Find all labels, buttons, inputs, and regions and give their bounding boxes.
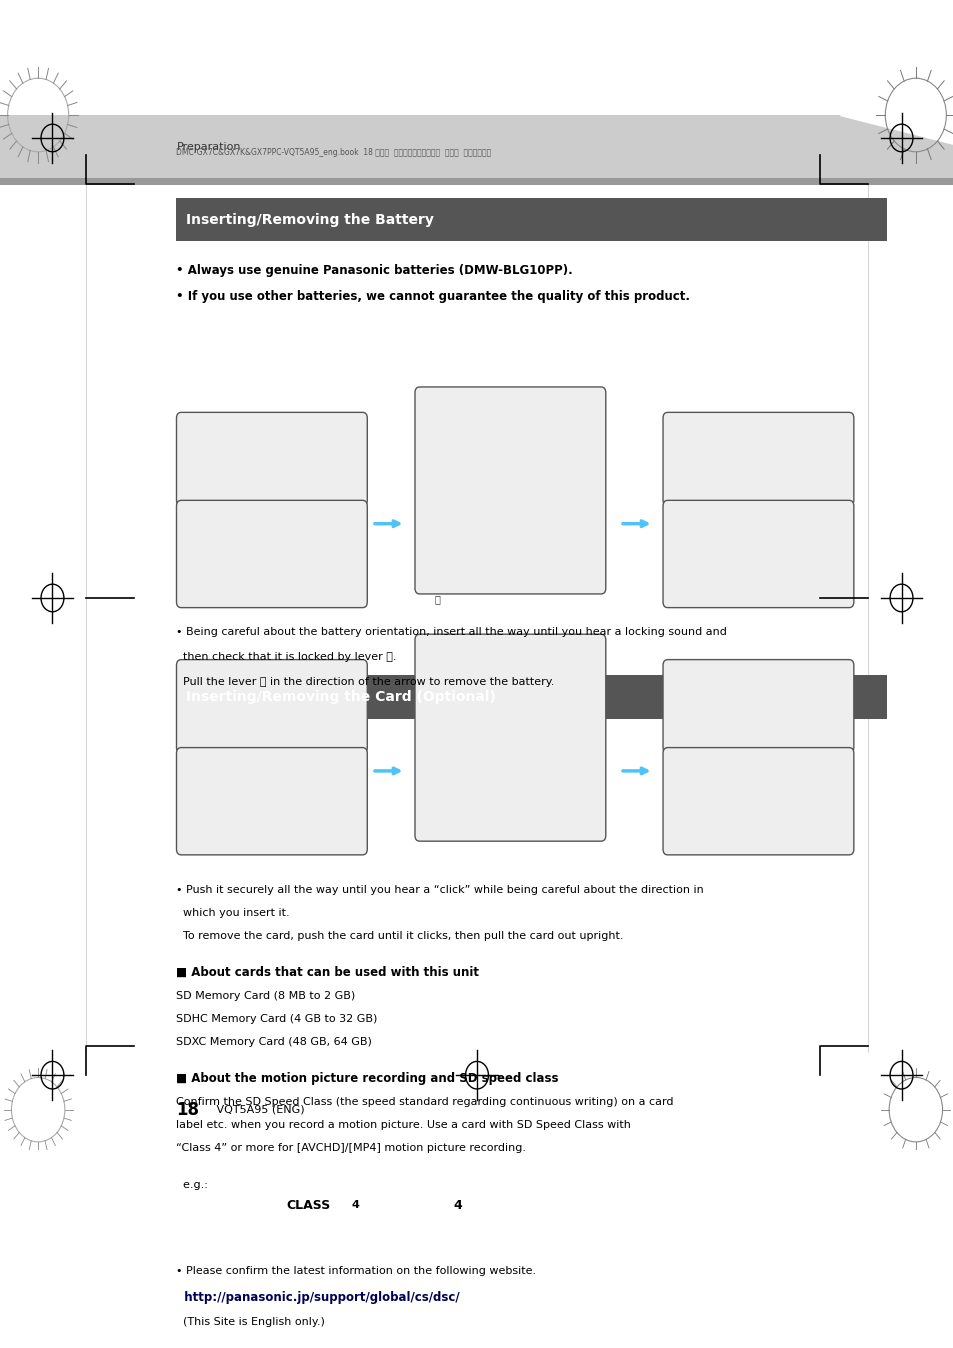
FancyBboxPatch shape <box>662 412 853 506</box>
Text: ■ About cards that can be used with this unit: ■ About cards that can be used with this… <box>176 967 479 979</box>
Text: Confirm the SD Speed Class (the speed standard regarding continuous writing) on : Confirm the SD Speed Class (the speed st… <box>176 1097 673 1107</box>
FancyBboxPatch shape <box>174 1343 888 1348</box>
Text: • If you use other batteries, we cannot guarantee the quality of this product.: • If you use other batteries, we cannot … <box>176 290 690 303</box>
Text: Ⓐ: Ⓐ <box>434 594 439 604</box>
FancyBboxPatch shape <box>662 748 853 855</box>
Text: label etc. when you record a motion picture. Use a card with SD Speed Class with: label etc. when you record a motion pict… <box>176 1120 631 1130</box>
Text: • Push it securely all the way until you hear a “click” while being careful abou: • Push it securely all the way until you… <box>176 886 703 895</box>
Text: ■ About the motion picture recording and SD speed class: ■ About the motion picture recording and… <box>176 1072 558 1085</box>
FancyBboxPatch shape <box>0 115 953 178</box>
FancyBboxPatch shape <box>415 634 605 841</box>
Text: Inserting/Removing the Battery: Inserting/Removing the Battery <box>186 213 434 226</box>
Text: then check that it is locked by lever Ⓐ.: then check that it is locked by lever Ⓐ. <box>176 652 396 662</box>
FancyBboxPatch shape <box>662 500 853 608</box>
Text: • Please confirm the latest information on the following website.: • Please confirm the latest information … <box>176 1266 536 1277</box>
FancyBboxPatch shape <box>176 659 367 754</box>
Text: 4: 4 <box>352 1200 359 1211</box>
Polygon shape <box>839 115 953 144</box>
Text: 4: 4 <box>453 1198 462 1212</box>
Text: CLASS: CLASS <box>286 1198 330 1212</box>
Text: e.g.:: e.g.: <box>176 1180 208 1190</box>
FancyBboxPatch shape <box>176 500 367 608</box>
Text: • Being careful about the battery orientation, insert all the way until you hear: • Being careful about the battery orient… <box>176 627 726 636</box>
FancyBboxPatch shape <box>0 178 953 185</box>
Text: which you insert it.: which you insert it. <box>176 909 290 918</box>
Text: To remove the card, push the card until it clicks, then pull the card out uprigh: To remove the card, push the card until … <box>176 931 623 941</box>
FancyBboxPatch shape <box>176 748 367 855</box>
Text: DMC-GX7C&GX7K&GX7PPC-VQT5A95_eng.book  18 ページ  ２０１３年７月１１日  木曜日  午後２時４０: DMC-GX7C&GX7K&GX7PPC-VQT5A95_eng.book 18… <box>176 148 491 156</box>
Text: Pull the lever Ⓐ in the direction of the arrow to remove the battery.: Pull the lever Ⓐ in the direction of the… <box>176 677 555 687</box>
FancyBboxPatch shape <box>415 387 605 594</box>
FancyBboxPatch shape <box>662 659 853 754</box>
Text: SD Memory Card (8 MB to 2 GB): SD Memory Card (8 MB to 2 GB) <box>176 991 355 1002</box>
Text: SDXC Memory Card (48 GB, 64 GB): SDXC Memory Card (48 GB, 64 GB) <box>176 1037 372 1047</box>
Text: (This Site is English only.): (This Site is English only.) <box>176 1317 325 1326</box>
Text: “Class 4” or more for [AVCHD]/[MP4] motion picture recording.: “Class 4” or more for [AVCHD]/[MP4] moti… <box>176 1143 526 1153</box>
Text: Inserting/Removing the Card (Optional): Inserting/Removing the Card (Optional) <box>186 690 496 704</box>
FancyBboxPatch shape <box>176 412 367 506</box>
Text: • Always use genuine Panasonic batteries (DMW-BLG10PP).: • Always use genuine Panasonic batteries… <box>176 264 573 278</box>
Text: http://panasonic.jp/support/global/cs/dsc/: http://panasonic.jp/support/global/cs/ds… <box>176 1291 459 1305</box>
Text: SDHC Memory Card (4 GB to 32 GB): SDHC Memory Card (4 GB to 32 GB) <box>176 1014 377 1024</box>
Text: 18: 18 <box>176 1101 199 1119</box>
FancyBboxPatch shape <box>176 198 886 241</box>
FancyBboxPatch shape <box>270 1185 364 1225</box>
Text: VQT5A95 (ENG): VQT5A95 (ENG) <box>213 1105 304 1115</box>
FancyBboxPatch shape <box>176 675 886 718</box>
Text: Preparation: Preparation <box>176 142 241 151</box>
